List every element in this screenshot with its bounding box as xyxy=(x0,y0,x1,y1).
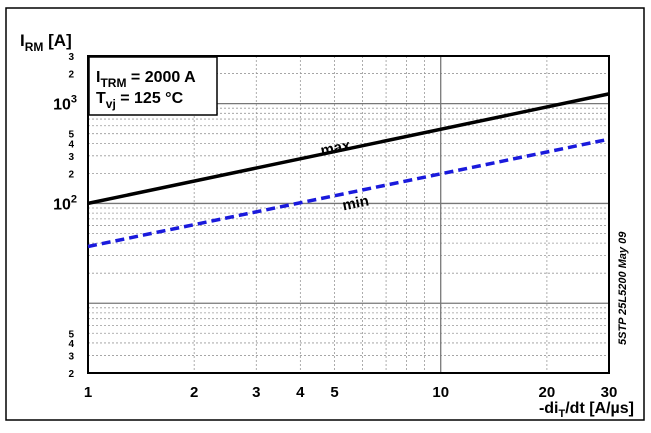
y-tick-label-major: 103 xyxy=(53,94,77,114)
x-tick-label: 5 xyxy=(330,384,338,401)
y-tick-label-minor: 2 xyxy=(68,169,74,180)
y-tick-label-minor: 2 xyxy=(68,369,74,380)
plot-area xyxy=(87,55,610,374)
x-tick-label: 1 xyxy=(84,384,92,401)
series-line-max xyxy=(87,92,610,206)
y-tick-exponent: 2 xyxy=(71,193,77,205)
annotation-current: ITRM = 2000 A xyxy=(96,69,196,90)
x-tick-label: 30 xyxy=(601,384,618,401)
y-tick-label-minor: 5 xyxy=(68,329,74,340)
y-tick-label-minor: 5 xyxy=(68,130,74,141)
y-tick-label-minor: 4 xyxy=(68,139,74,150)
document-code: 5STP 25L5200 May 09 xyxy=(617,231,629,345)
series-labels: max min xyxy=(319,137,370,215)
conditions-annotation: ITRM = 2000 A Tvj = 125 °C xyxy=(88,56,218,116)
x-tick-label: 10 xyxy=(432,384,449,401)
y-tick-label-minor: 2 xyxy=(68,70,74,81)
x-axis-label: -diT/dt [A/µs] xyxy=(539,400,634,420)
y-tick-exponent: 3 xyxy=(71,94,77,106)
annotation-box xyxy=(88,56,218,116)
x-tick-label: 20 xyxy=(539,384,556,401)
x-tick-label: 3 xyxy=(252,384,260,401)
y-axis-label: IRM [A] xyxy=(20,31,72,54)
x-tick-labels: 1 2 3 4 5 10 20 30 xyxy=(84,384,618,401)
x-tick-label: 2 xyxy=(190,384,198,401)
y-tick-label-minor: 3 xyxy=(68,152,74,163)
outer-border xyxy=(5,7,645,421)
y-tick-base: 10 xyxy=(53,196,71,213)
y-tick-base: 10 xyxy=(53,97,71,114)
minor-gridlines xyxy=(87,55,610,374)
series-layer xyxy=(87,92,610,249)
series-label-min: min xyxy=(341,192,371,214)
y-tick-label-minor: 4 xyxy=(68,339,74,350)
series-label-max: max xyxy=(319,137,353,160)
y-tick-label-major: 102 xyxy=(53,193,77,213)
y-tick-label-minor: 3 xyxy=(68,351,74,362)
series-line-min xyxy=(87,137,610,249)
annotation-temperature: Tvj = 125 °C xyxy=(96,90,184,111)
y-tick-label-minor: 3 xyxy=(68,52,74,63)
x-tick-label: 4 xyxy=(296,384,305,401)
